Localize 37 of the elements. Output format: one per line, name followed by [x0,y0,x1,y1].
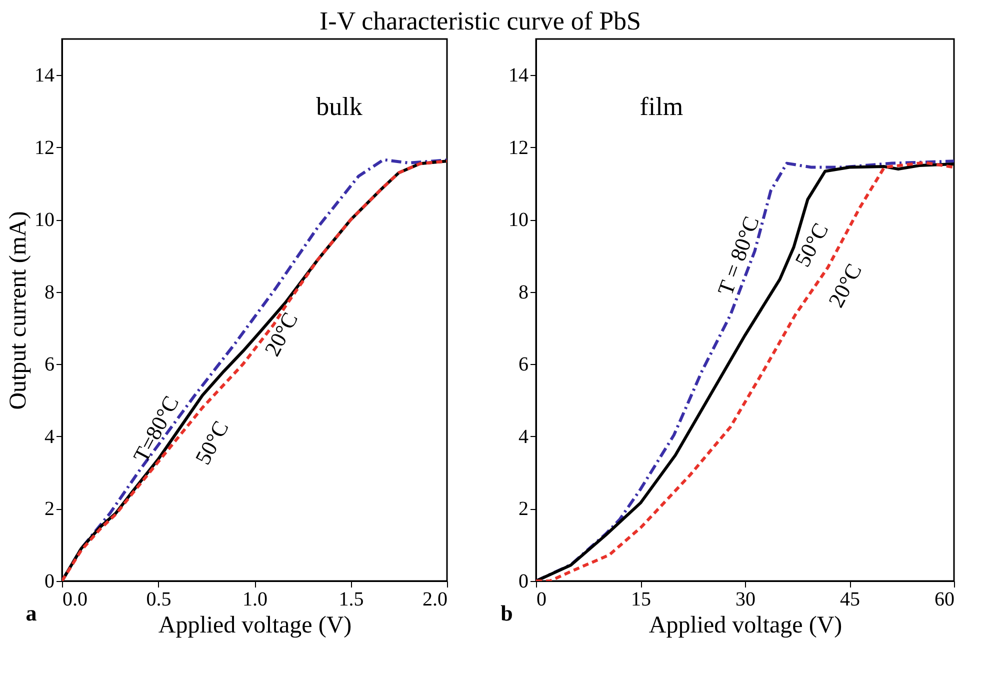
chart-title: I-V characteristic curve of PbS [319,6,642,36]
annotation: bulk [316,92,362,121]
y-tick-label: 10 [508,209,528,232]
x-tick-label: 45 [840,588,860,610]
x-tick-label: 30 [736,588,756,610]
x-axis-title: Applied voltage (V) [158,612,352,638]
y-tick-label: 8 [518,281,528,304]
y-tick-label: 0 [44,570,54,592]
x-tick-label: 0.5 [146,588,172,610]
y-tick-label: 6 [44,354,54,376]
y-tick-label: 4 [518,426,528,448]
text: a [26,600,37,626]
y-tick-label: 2 [518,498,528,520]
x-axis-title: Applied voltage (V) [648,612,842,638]
y-tick-label: 8 [44,281,54,304]
x-tick-label: 60 [934,588,954,610]
annotation: 50°C [190,416,234,469]
annotation: film [640,92,684,121]
x-tick-label: 15 [631,588,651,610]
y-tick-label: 2 [44,498,54,520]
x-tick-label: 1.0 [242,588,268,610]
text: b [500,600,513,626]
y-axis-title: Output current (mA) [6,211,32,410]
x-tick-label: 0.0 [62,588,88,610]
y-tick-label: 10 [34,209,54,232]
annotation: 20°C [259,308,303,360]
x-tick-label: 1.5 [338,588,364,610]
y-tick-label: 6 [518,354,528,376]
y-tick-label: 14 [34,64,54,87]
annotation: T = 80°C [712,212,764,298]
y-tick-label: 12 [34,136,54,159]
y-tick-label: 4 [44,426,54,448]
y-tick-label: 12 [508,136,528,159]
y-tick-label: 0 [518,570,528,592]
x-tick-label: 2.0 [422,588,448,610]
x-tick-label: 0 [536,588,546,610]
y-tick-label: 14 [508,64,528,87]
